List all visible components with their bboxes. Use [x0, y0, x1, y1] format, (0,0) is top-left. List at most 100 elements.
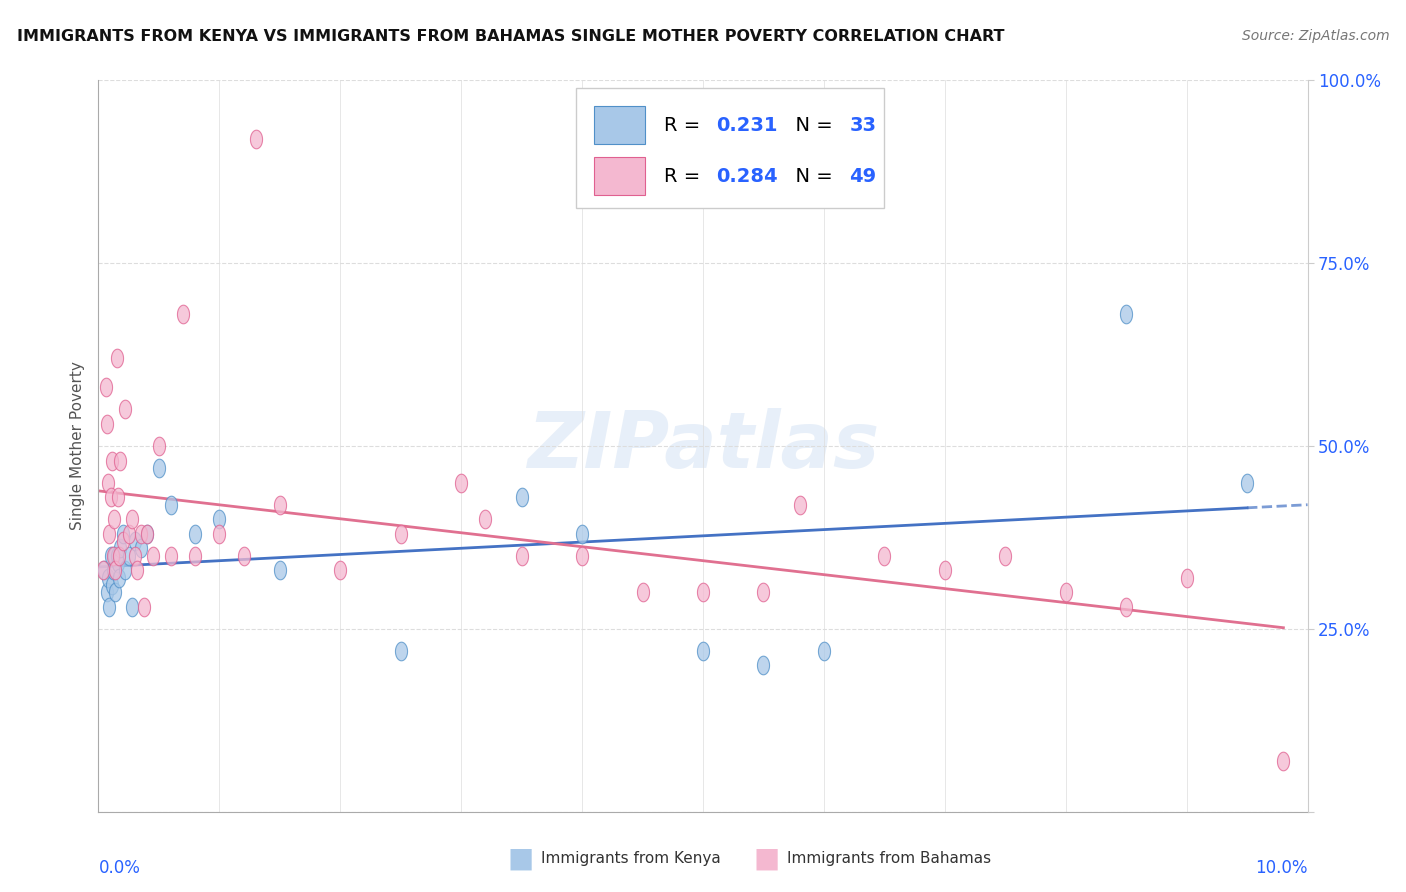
FancyBboxPatch shape [576, 87, 884, 209]
Point [108, 571, 131, 585]
Point [1054, 585, 1077, 599]
Point [124, 534, 146, 549]
Point [98, 599, 121, 614]
Point [96, 417, 118, 431]
Point [1115, 307, 1137, 321]
Point [101, 549, 124, 563]
Point [245, 132, 267, 146]
Point [510, 549, 533, 563]
Point [114, 402, 136, 417]
Point [97, 571, 120, 585]
Point [100, 578, 122, 592]
Point [873, 549, 896, 563]
Text: 33: 33 [849, 116, 876, 135]
Point [103, 512, 125, 526]
Point [129, 526, 152, 541]
Point [124, 549, 146, 563]
Point [389, 644, 412, 658]
FancyBboxPatch shape [595, 106, 645, 145]
Text: Immigrants from Kenya: Immigrants from Kenya [541, 851, 721, 865]
Point [142, 549, 165, 563]
Point [631, 585, 654, 599]
Point [114, 563, 136, 577]
Point [1115, 599, 1137, 614]
Point [994, 549, 1017, 563]
Point [172, 307, 194, 321]
Point [184, 549, 207, 563]
Point [789, 498, 811, 512]
Point [108, 549, 131, 563]
Point [329, 563, 352, 577]
Text: 0.231: 0.231 [716, 116, 778, 135]
Text: ■: ■ [508, 844, 533, 872]
Text: Immigrants from Bahamas: Immigrants from Bahamas [787, 851, 991, 865]
Point [135, 526, 157, 541]
Point [121, 599, 143, 614]
Point [107, 556, 129, 570]
Text: N =: N = [783, 116, 839, 135]
Point [934, 563, 956, 577]
Point [160, 549, 183, 563]
Point [148, 439, 170, 453]
Point [127, 563, 149, 577]
Point [93, 563, 115, 577]
Point [111, 534, 134, 549]
Point [108, 453, 131, 467]
Point [571, 549, 593, 563]
Point [692, 585, 714, 599]
Text: ZIPatlas: ZIPatlas [527, 408, 879, 484]
Point [208, 526, 231, 541]
Point [692, 644, 714, 658]
Point [813, 644, 835, 658]
Point [752, 658, 775, 673]
Point [208, 512, 231, 526]
Point [474, 512, 496, 526]
Point [1175, 571, 1198, 585]
Point [118, 526, 141, 541]
Text: R =: R = [664, 167, 707, 186]
Text: IMMIGRANTS FROM KENYA VS IMMIGRANTS FROM BAHAMAS SINGLE MOTHER POVERTY CORRELATI: IMMIGRANTS FROM KENYA VS IMMIGRANTS FROM… [17, 29, 1004, 44]
Point [96, 585, 118, 599]
Y-axis label: Single Mother Poverty: Single Mother Poverty [70, 361, 86, 531]
Point [450, 475, 472, 490]
Point [160, 498, 183, 512]
Point [91, 563, 114, 577]
Point [105, 351, 128, 366]
Text: R =: R = [664, 116, 707, 135]
Point [148, 461, 170, 475]
Point [184, 526, 207, 541]
Point [510, 490, 533, 504]
Point [101, 563, 124, 577]
FancyBboxPatch shape [595, 157, 645, 195]
Point [103, 549, 125, 563]
Point [232, 549, 254, 563]
Point [571, 526, 593, 541]
Point [98, 526, 121, 541]
Point [1236, 475, 1258, 490]
Text: 0.0%: 0.0% [98, 859, 141, 877]
Point [97, 475, 120, 490]
Point [269, 563, 291, 577]
Text: N =: N = [783, 167, 839, 186]
Point [100, 453, 122, 467]
Point [121, 512, 143, 526]
Text: Source: ZipAtlas.com: Source: ZipAtlas.com [1241, 29, 1389, 43]
Point [269, 498, 291, 512]
Point [134, 599, 156, 614]
Point [107, 490, 129, 504]
Point [100, 490, 122, 504]
Point [111, 526, 134, 541]
Point [1272, 754, 1295, 768]
Point [389, 526, 412, 541]
Point [135, 526, 157, 541]
Point [118, 549, 141, 563]
Point [100, 549, 122, 563]
Point [129, 541, 152, 556]
Point [104, 585, 127, 599]
Point [105, 549, 128, 563]
Text: 0.284: 0.284 [716, 167, 778, 186]
Point [752, 585, 775, 599]
Text: 10.0%: 10.0% [1256, 859, 1308, 877]
Point [108, 541, 131, 556]
Text: 49: 49 [849, 167, 876, 186]
